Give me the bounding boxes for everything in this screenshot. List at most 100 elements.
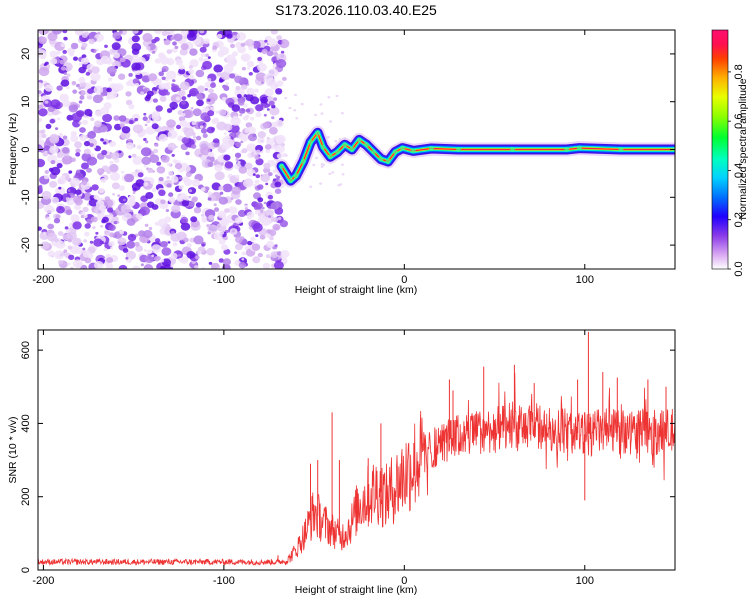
spectrogram-x-tick-label: 100: [576, 274, 594, 286]
ridge-point: [288, 178, 294, 184]
noise-speckle: [75, 148, 81, 153]
noise-speckle: [188, 74, 195, 80]
noise-speckle: [179, 120, 188, 127]
noise-speckle: [126, 240, 136, 249]
noise-speckle: [127, 233, 137, 242]
noise-speckle: [159, 56, 170, 65]
noise-speckle: [49, 58, 58, 65]
ridge-point: [335, 149, 341, 155]
noise-speckle: [40, 241, 50, 250]
noise-speckle: [106, 87, 112, 93]
noise-speckle: [161, 125, 168, 132]
noise-speckle: [188, 30, 198, 36]
noise-speckle: [280, 50, 285, 54]
noise-speckle: [70, 188, 74, 192]
noise-speckle: [163, 39, 171, 46]
noise-speckle: [90, 117, 95, 121]
noise-speckle: [38, 93, 41, 98]
noise-speckle: [88, 113, 93, 117]
noise-speckle: [47, 223, 55, 230]
noise-speckle: [82, 206, 89, 213]
noise-speckle: [119, 230, 124, 235]
noise-speckle: [55, 240, 66, 249]
colorbar-gradient: [712, 30, 728, 269]
noise-speckle: [144, 223, 149, 227]
noise-speckle: [167, 142, 177, 151]
noise-speckle: [44, 100, 49, 104]
noise-speckle: [86, 94, 93, 100]
noise-speckle: [148, 73, 158, 82]
noise-speckle: [274, 226, 280, 231]
noise-speckle: [208, 261, 213, 265]
noise-speckle: [201, 243, 205, 247]
noise-speckle: [255, 72, 267, 82]
noise-speckle: [146, 119, 151, 124]
noise-speckle: [161, 247, 172, 256]
noise-speckle: [275, 134, 286, 144]
spectrogram-x-axis-label: Height of straight line (km): [295, 284, 418, 296]
noise-speckle: [110, 246, 114, 250]
noise-speckle: [100, 92, 106, 97]
noise-speckle: [273, 51, 279, 57]
noise-speckle: [261, 81, 264, 84]
noise-speckle: [59, 93, 69, 102]
noise-speckle: [216, 121, 227, 131]
noise-speckle: [189, 48, 198, 56]
noise-speckle: [259, 234, 266, 240]
noise-speckle: [118, 185, 125, 191]
noise-speckle: [98, 172, 103, 176]
ridge-point: [356, 137, 362, 143]
noise-speckle: [63, 249, 68, 253]
noise-speckle: [82, 247, 86, 251]
noise-speckle: [176, 195, 184, 202]
noise-speckle: [185, 151, 190, 156]
noise-speckle: [44, 174, 50, 180]
noise-speckle: [270, 30, 278, 35]
noise-speckle: [60, 79, 70, 87]
noise-speckle: [262, 262, 270, 269]
noise-speckle: [104, 230, 111, 236]
colorbar-ticks: 0.0 0.2 0.4 0.6 0.8: [728, 64, 745, 277]
noise-speckle: [92, 94, 103, 104]
noise-speckle: [244, 204, 249, 208]
noise-speckle: [213, 207, 220, 212]
noise-speckle: [281, 143, 285, 147]
noise-speckle: [188, 68, 195, 74]
noise-speckle: [221, 96, 227, 102]
noise-speckle: [231, 186, 241, 195]
noise-speckle: [131, 182, 141, 191]
noise-speckle: [181, 100, 186, 105]
noise-speckle: [170, 175, 179, 183]
noise-speckle: [109, 212, 112, 216]
noise-speckle: [104, 44, 108, 48]
noise-speckle: [49, 180, 58, 188]
noise-speckle: [263, 167, 271, 174]
noise-speckle: [279, 220, 288, 228]
noise-speckle: [253, 183, 257, 187]
noise-speckle: [168, 192, 174, 197]
noise-speckle: [208, 88, 214, 94]
noise-speckle: [195, 202, 202, 208]
noise-speckle: [147, 168, 153, 174]
noise-speckle: [213, 64, 223, 73]
noise-speckle: [329, 120, 333, 123]
noise-speckle: [235, 236, 243, 244]
noise-speckle: [266, 108, 270, 111]
noise-speckle: [257, 252, 263, 258]
noise-speckle: [257, 197, 264, 203]
noise-speckle: [274, 119, 284, 128]
noise-speckle: [78, 77, 86, 83]
noise-speckle: [82, 119, 88, 125]
noise-speckle: [38, 185, 43, 191]
noise-speckle: [220, 219, 228, 227]
noise-speckle: [260, 96, 269, 104]
ridge-point: [576, 145, 582, 151]
noise-speckle: [235, 174, 240, 179]
snr-y-axis-label: SNR (10 * v/v): [7, 416, 19, 483]
noise-speckle: [50, 208, 56, 212]
noise-speckle: [108, 224, 116, 231]
noise-speckle: [199, 46, 207, 53]
noise-speckle: [207, 151, 215, 157]
noise-speckle: [49, 145, 59, 154]
snr-y-ticks: 0 200 400 600: [20, 341, 675, 573]
